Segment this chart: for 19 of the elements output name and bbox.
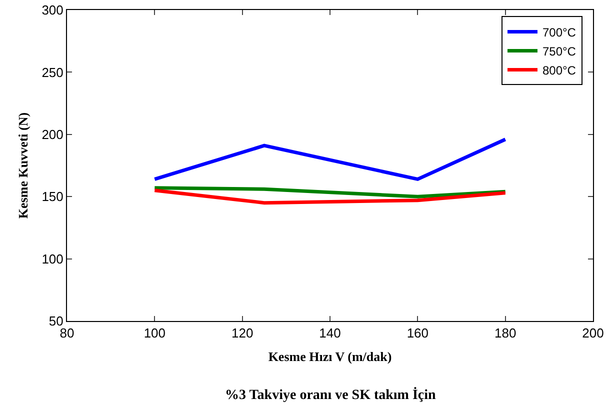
- y-axis-title: Kesme Kuvveti (N): [16, 112, 31, 219]
- y-tick-label: 200: [42, 126, 64, 142]
- x-tick-label: 120: [231, 326, 254, 341]
- x-tick-label: 200: [582, 326, 604, 341]
- x-tick-label: 100: [144, 326, 166, 341]
- line-series: [152, 188, 508, 205]
- x-tick-label: 140: [319, 326, 341, 341]
- legend-label: 800°C: [542, 63, 576, 78]
- line-series: [152, 186, 508, 198]
- y-tick-label: 250: [42, 64, 64, 80]
- y-tick-label: 150: [42, 189, 64, 204]
- text: %3 Takviye oranı ve SK takım İçin: [225, 387, 436, 403]
- y-tick-label: 300: [42, 2, 64, 18]
- legend-label: 700°C: [542, 25, 576, 40]
- x-tick-label: 180: [494, 326, 516, 341]
- x-axis-title: Kesme Hızı V (m/dak): [268, 349, 392, 364]
- x-tick-label: 160: [406, 326, 429, 341]
- y-tick-label: 100: [42, 251, 64, 266]
- legend-label: 750°C: [542, 44, 576, 58]
